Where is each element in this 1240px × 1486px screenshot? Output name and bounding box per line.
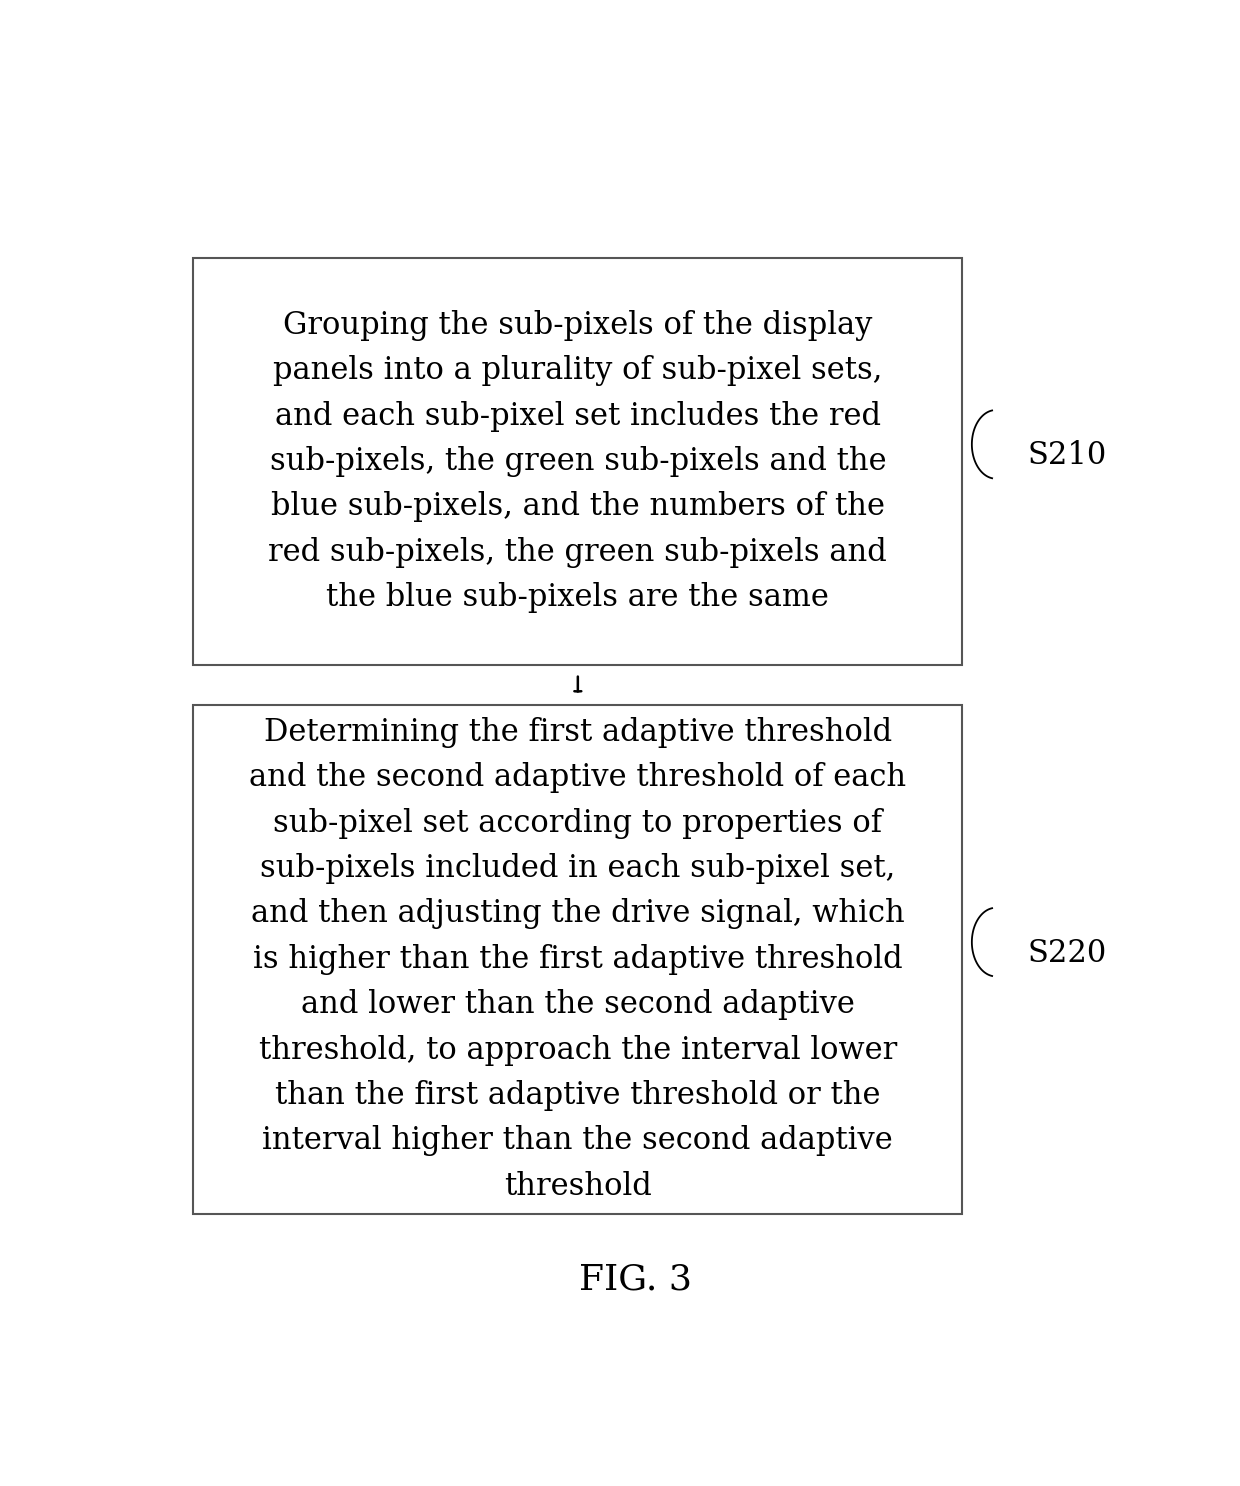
Text: FIG. 3: FIG. 3 [579,1262,692,1296]
Text: Determining the first adaptive threshold
and the second adaptive threshold of ea: Determining the first adaptive threshold… [249,716,906,1202]
Text: Grouping the sub-pixels of the display
panels into a plurality of sub-pixel sets: Grouping the sub-pixels of the display p… [269,309,887,614]
Text: S220: S220 [1028,938,1107,969]
FancyBboxPatch shape [193,704,962,1214]
FancyBboxPatch shape [193,259,962,664]
Text: S210: S210 [1028,440,1107,471]
